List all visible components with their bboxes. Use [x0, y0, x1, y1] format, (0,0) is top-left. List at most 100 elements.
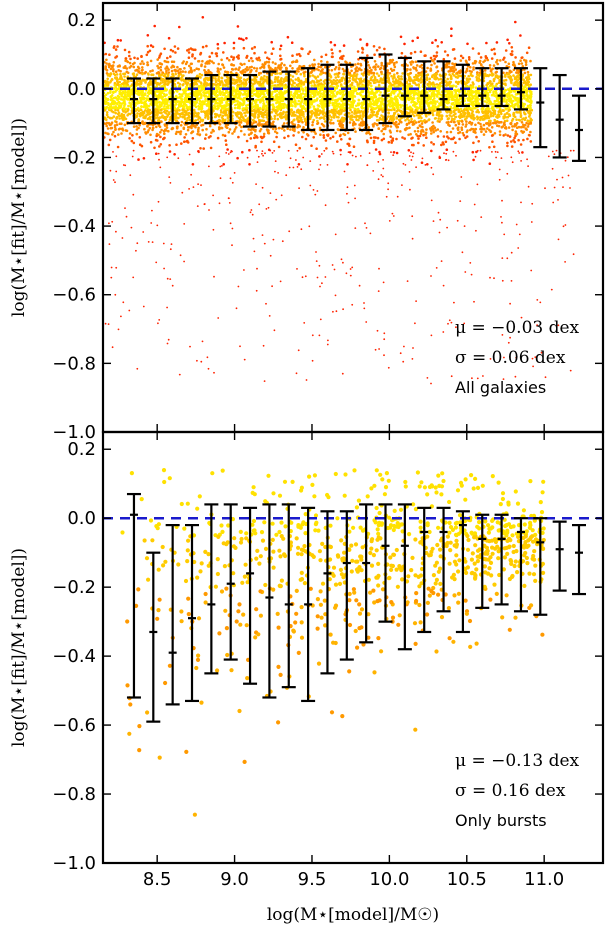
scatter-point [339, 108, 342, 112]
scatter-point [492, 90, 495, 94]
scatter-point [200, 103, 204, 107]
scatter-point [308, 64, 312, 68]
scatter-point [461, 56, 465, 60]
scatter-point [507, 126, 511, 129]
scatter-point [183, 140, 186, 143]
scatter-point [179, 77, 183, 81]
scatter-point [359, 79, 363, 82]
scatter-point [140, 105, 143, 109]
scatter-point [479, 63, 483, 66]
scatter-point [354, 63, 357, 66]
scatter-point [394, 120, 398, 124]
scatter-point [207, 136, 211, 139]
scatter-point [271, 90, 274, 94]
scatter-point [253, 66, 256, 70]
scatter-point [290, 120, 294, 124]
scatter-point [489, 113, 493, 116]
scatter-point [522, 105, 525, 108]
scatter-point [419, 50, 423, 53]
scatter-point [267, 131, 271, 135]
scatter-point [227, 130, 231, 134]
scatter-point [470, 102, 473, 106]
scatter-point [106, 98, 110, 101]
scatter-point [395, 61, 398, 64]
scatter-point [259, 128, 263, 131]
scatter-point [284, 83, 287, 87]
panel-top: 0.20.0−0.2−0.4−0.6−0.8−1.0 μ = −0.03 dex… [52, 1, 605, 443]
scatter-point [201, 45, 205, 49]
scatter-point [302, 89, 305, 92]
scatter-point [377, 119, 381, 122]
scatter-point [529, 59, 532, 63]
scatter-point [515, 118, 518, 121]
scatter-point [474, 101, 478, 104]
scatter-point [498, 130, 502, 133]
scatter-point [388, 72, 392, 75]
scatter-point [400, 75, 403, 78]
scatter-point [258, 106, 262, 110]
scatter-point [409, 132, 412, 136]
scatter-point [316, 107, 320, 110]
scatter-point [370, 84, 373, 88]
scatter-point [421, 128, 424, 132]
scatter-point [397, 122, 401, 126]
scatter-point [324, 139, 328, 142]
scatter-point [233, 128, 237, 131]
scatter-point [371, 99, 375, 102]
scatter-point [127, 50, 131, 54]
scatter-point [459, 54, 463, 58]
scatter-point [257, 124, 261, 127]
scatter-point [119, 39, 122, 42]
scatter-point [220, 76, 223, 80]
scatter-point [295, 53, 299, 56]
scatter-point [106, 91, 110, 95]
scatter-point [167, 104, 170, 107]
scatter-point [516, 68, 519, 72]
scatter-point [472, 113, 475, 117]
scatter-point [526, 125, 530, 128]
scatter-point [187, 56, 191, 59]
scatter-point [294, 100, 297, 103]
scatter-point [512, 111, 516, 115]
scatter-point [529, 73, 533, 77]
scatter-point [324, 71, 327, 75]
scatter-point [425, 128, 428, 131]
scatter-point [412, 67, 416, 70]
scatter-point [207, 69, 210, 72]
scatter-point [289, 128, 292, 131]
scatter-point [298, 146, 302, 150]
scatter-point [526, 137, 529, 141]
scatter-point [324, 65, 327, 69]
scatter-point [242, 81, 245, 84]
scatter-point [133, 61, 136, 65]
scatter-point [444, 140, 448, 144]
scatter-point [416, 126, 420, 130]
scatter-point [111, 64, 115, 67]
scatter-point [452, 66, 456, 69]
scatter-point [331, 55, 334, 59]
scatter-point [343, 107, 347, 110]
scatter-point [524, 76, 528, 80]
scatter-point [467, 56, 471, 59]
scatter-point [409, 107, 413, 110]
scatter-point [450, 137, 453, 141]
scatter-point [206, 95, 210, 99]
scatter-point [252, 121, 255, 125]
scatter-point [273, 80, 277, 84]
scatter-point [347, 94, 351, 97]
scatter-point [177, 74, 180, 78]
scatter-point [396, 71, 399, 75]
scatter-point [199, 147, 202, 150]
scatter-point [221, 114, 225, 118]
scatter-point [525, 89, 528, 93]
scatter-point [120, 132, 123, 135]
scatter-point [153, 108, 157, 111]
scatter-point [116, 78, 119, 81]
scatter-point [312, 136, 316, 139]
scatter-point [430, 141, 433, 144]
scatter-point [140, 60, 144, 63]
scatter-point [458, 131, 462, 134]
scatter-point [114, 70, 118, 73]
scatter-point [274, 130, 277, 133]
scatter-point [215, 95, 218, 98]
